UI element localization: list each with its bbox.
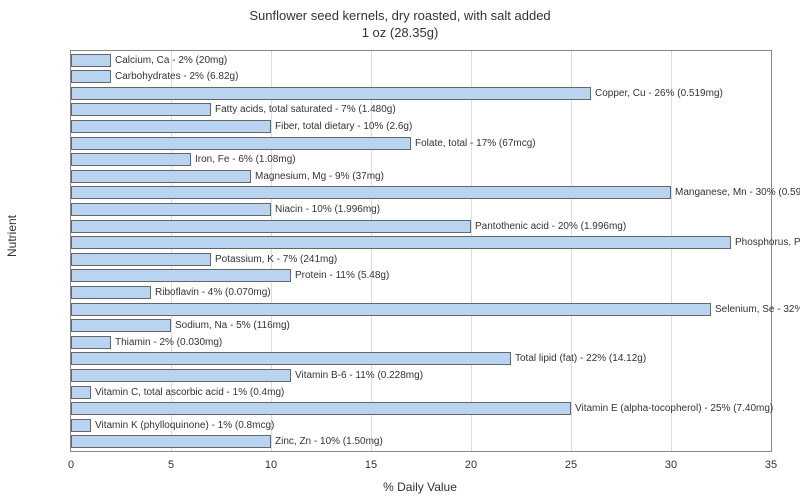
nutrient-bar [71, 70, 111, 83]
nutrient-label: Vitamin K (phylloquinone) - 1% (0.8mcg) [91, 419, 274, 432]
nutrient-bar [71, 269, 291, 282]
nutrient-bar [71, 103, 211, 116]
bar-row: Fiber, total dietary - 10% (2.6g) [71, 120, 771, 133]
nutrient-label: Fiber, total dietary - 10% (2.6g) [271, 120, 412, 133]
nutrient-chart: Sunflower seed kernels, dry roasted, wit… [0, 0, 800, 500]
nutrient-bar [71, 87, 591, 100]
bar-row: Copper, Cu - 26% (0.519mg) [71, 87, 771, 100]
nutrient-label: Riboflavin - 4% (0.070mg) [151, 286, 271, 299]
nutrient-bar [71, 203, 271, 216]
x-tick-label: 15 [365, 459, 377, 471]
bar-row: Vitamin K (phylloquinone) - 1% (0.8mcg) [71, 419, 771, 432]
nutrient-bar [71, 236, 731, 249]
nutrient-label: Zinc, Zn - 10% (1.50mg) [271, 435, 383, 448]
nutrient-bar [71, 120, 271, 133]
nutrient-label: Vitamin B-6 - 11% (0.228mg) [291, 369, 423, 382]
nutrient-label: Phosphorus, P - 33% (327mg) [731, 236, 800, 249]
x-tick-label: 10 [265, 459, 277, 471]
nutrient-bar [71, 54, 111, 67]
nutrient-bar [71, 220, 471, 233]
nutrient-bar [71, 137, 411, 150]
bar-row: Niacin - 10% (1.996mg) [71, 203, 771, 216]
nutrient-bar [71, 402, 571, 415]
y-axis-label: Nutrient [5, 215, 19, 257]
nutrient-bar [71, 253, 211, 266]
x-tick-label: 25 [565, 459, 577, 471]
nutrient-label: Niacin - 10% (1.996mg) [271, 203, 380, 216]
nutrient-label: Selenium, Se - 32% (22.5mcg) [711, 303, 800, 316]
bar-row: Vitamin E (alpha-tocopherol) - 25% (7.40… [71, 402, 771, 415]
nutrient-label: Sodium, Na - 5% (116mg) [171, 319, 290, 332]
nutrient-label: Vitamin E (alpha-tocopherol) - 25% (7.40… [571, 402, 773, 415]
nutrient-label: Iron, Fe - 6% (1.08mg) [191, 153, 296, 166]
nutrient-label: Fatty acids, total saturated - 7% (1.480… [211, 103, 396, 116]
nutrient-label: Manganese, Mn - 30% (0.598mg) [671, 186, 800, 199]
nutrient-bar [71, 286, 151, 299]
nutrient-bar [71, 435, 271, 448]
bar-row: Carbohydrates - 2% (6.82g) [71, 70, 771, 83]
x-tick-label: 30 [665, 459, 677, 471]
bar-row: Iron, Fe - 6% (1.08mg) [71, 153, 771, 166]
nutrient-bar [71, 419, 91, 432]
nutrient-label: Folate, total - 17% (67mcg) [411, 137, 536, 150]
nutrient-label: Magnesium, Mg - 9% (37mg) [251, 170, 384, 183]
nutrient-bar [71, 153, 191, 166]
nutrient-label: Thiamin - 2% (0.030mg) [111, 336, 222, 349]
nutrient-label: Pantothenic acid - 20% (1.996mg) [471, 220, 626, 233]
x-tick-label: 5 [168, 459, 174, 471]
chart-title: Sunflower seed kernels, dry roasted, wit… [0, 0, 800, 42]
x-tick-label: 35 [765, 459, 777, 471]
x-tick-label: 20 [465, 459, 477, 471]
nutrient-label: Potassium, K - 7% (241mg) [211, 253, 337, 266]
bar-row: Calcium, Ca - 2% (20mg) [71, 54, 771, 67]
bar-row: Magnesium, Mg - 9% (37mg) [71, 170, 771, 183]
nutrient-label: Calcium, Ca - 2% (20mg) [111, 54, 227, 67]
nutrient-bar [71, 352, 511, 365]
bar-row: Thiamin - 2% (0.030mg) [71, 336, 771, 349]
bar-row: Pantothenic acid - 20% (1.996mg) [71, 220, 771, 233]
bar-row: Selenium, Se - 32% (22.5mcg) [71, 303, 771, 316]
bar-row: Potassium, K - 7% (241mg) [71, 253, 771, 266]
nutrient-label: Protein - 11% (5.48g) [291, 269, 389, 282]
nutrient-bar [71, 319, 171, 332]
bar-row: Vitamin C, total ascorbic acid - 1% (0.4… [71, 386, 771, 399]
bar-row: Vitamin B-6 - 11% (0.228mg) [71, 369, 771, 382]
nutrient-bar [71, 186, 671, 199]
nutrient-bar [71, 386, 91, 399]
nutrient-bar [71, 170, 251, 183]
nutrient-label: Total lipid (fat) - 22% (14.12g) [511, 352, 646, 365]
nutrient-bar [71, 303, 711, 316]
bar-row: Manganese, Mn - 30% (0.598mg) [71, 186, 771, 199]
bar-row: Phosphorus, P - 33% (327mg) [71, 236, 771, 249]
bar-row: Folate, total - 17% (67mcg) [71, 137, 771, 150]
nutrient-label: Carbohydrates - 2% (6.82g) [111, 70, 238, 83]
nutrient-bar [71, 369, 291, 382]
bar-row: Total lipid (fat) - 22% (14.12g) [71, 352, 771, 365]
x-tick-label: 0 [68, 459, 74, 471]
nutrient-bar [71, 336, 111, 349]
bar-row: Riboflavin - 4% (0.070mg) [71, 286, 771, 299]
nutrient-label: Copper, Cu - 26% (0.519mg) [591, 87, 723, 100]
nutrient-label: Vitamin C, total ascorbic acid - 1% (0.4… [91, 386, 284, 399]
bar-row: Zinc, Zn - 10% (1.50mg) [71, 435, 771, 448]
title-line2: 1 oz (28.35g) [362, 25, 439, 40]
bar-row: Fatty acids, total saturated - 7% (1.480… [71, 103, 771, 116]
bar-row: Protein - 11% (5.48g) [71, 269, 771, 282]
title-line1: Sunflower seed kernels, dry roasted, wit… [249, 8, 550, 23]
plot-area: 05101520253035Calcium, Ca - 2% (20mg)Car… [70, 50, 772, 452]
x-axis-label: % Daily Value [70, 480, 770, 494]
bar-row: Sodium, Na - 5% (116mg) [71, 319, 771, 332]
